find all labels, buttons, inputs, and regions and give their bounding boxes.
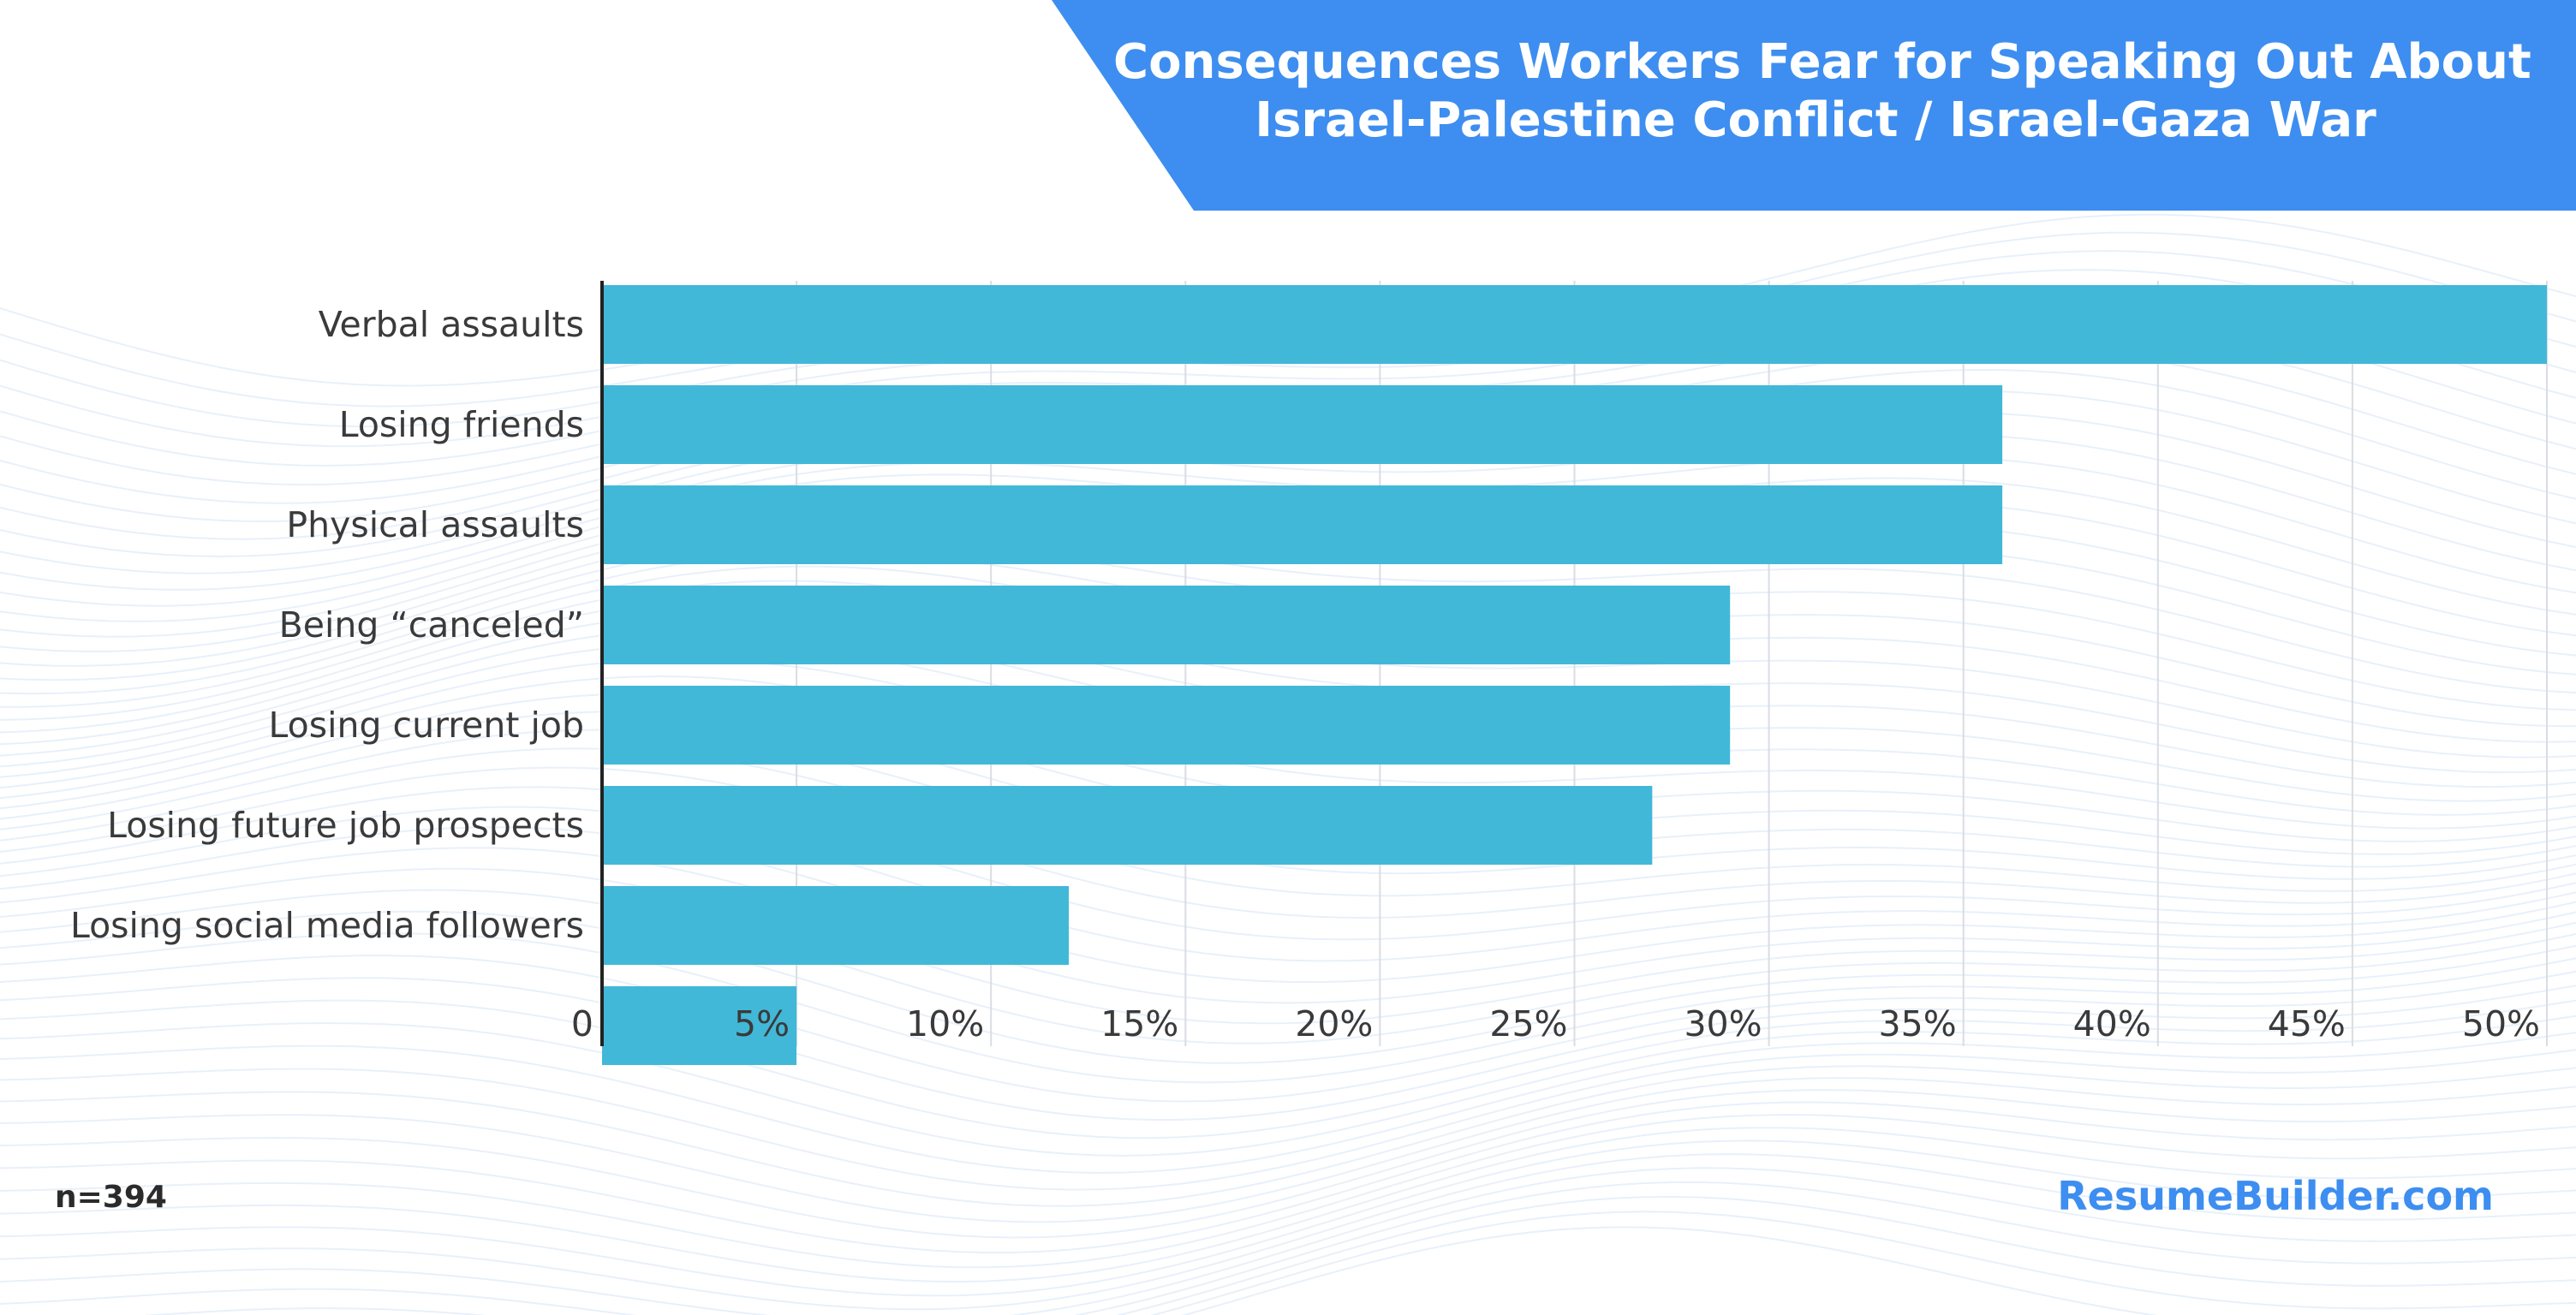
wave-line xyxy=(0,1153,2576,1311)
x-tick-label: 15% xyxy=(1100,1003,1178,1044)
wave-line xyxy=(0,1032,2576,1175)
wave-line xyxy=(0,1049,2576,1191)
wave-line xyxy=(0,1127,2576,1283)
category-label: Losing friends xyxy=(339,404,584,445)
wave-line xyxy=(0,455,2576,607)
chart-title-line-2: Israel-Palestine Conflict / Israel-Gaza … xyxy=(1255,92,2376,148)
wave-line xyxy=(0,910,2576,1064)
wave-line xyxy=(143,1195,2576,1315)
wave-line xyxy=(0,1181,2576,1315)
wave-line xyxy=(0,889,2576,1044)
bar xyxy=(602,385,2003,464)
x-tick-label: 35% xyxy=(1879,1003,1957,1044)
x-tick-label: 10% xyxy=(906,1003,984,1044)
x-tick-label: 25% xyxy=(1489,1003,1567,1044)
bar xyxy=(602,485,2003,564)
wave-line xyxy=(0,269,2576,448)
wave-line xyxy=(0,729,2576,880)
wave-line xyxy=(0,658,2576,830)
wave-line xyxy=(0,1167,2576,1315)
wave-line xyxy=(0,932,2576,1084)
bar xyxy=(602,986,797,1065)
wave-line xyxy=(0,1015,2576,1157)
category-label: Losing future job prospects xyxy=(107,805,584,846)
x-tick-label: 0 xyxy=(571,1003,593,1044)
wave-line xyxy=(1150,1211,2576,1315)
wave-line xyxy=(0,1065,2576,1207)
x-tick-label: 20% xyxy=(1295,1003,1373,1044)
wave-line xyxy=(0,955,2576,1103)
x-tick-label: 5% xyxy=(734,1003,790,1044)
wave-line xyxy=(0,524,2576,694)
category-label: Losing current job xyxy=(269,705,584,746)
wave-line xyxy=(0,999,2576,1139)
wave-line xyxy=(0,594,2576,774)
category-label: Losing social media followers xyxy=(70,905,584,946)
x-tick-label: 30% xyxy=(1684,1003,1762,1044)
x-tick-label: 40% xyxy=(2073,1003,2151,1044)
category-label: Verbal assaults xyxy=(319,304,584,345)
bar xyxy=(602,686,1731,765)
chart-title-line-1: Consequences Workers Fear for Speaking O… xyxy=(1113,34,2531,90)
category-label: Being “canceled” xyxy=(279,604,584,646)
wave-line xyxy=(0,1089,2576,1239)
wave-line xyxy=(0,826,2576,984)
wave-line xyxy=(0,766,2576,919)
wave-line xyxy=(0,1101,2576,1254)
brand-link[interactable]: ResumeBuilder.com xyxy=(2057,1173,2494,1219)
header-banner xyxy=(1052,0,2576,211)
wave-line xyxy=(0,1139,2576,1297)
wave-line xyxy=(0,747,2576,897)
wave-line xyxy=(0,1114,2576,1269)
wave-line xyxy=(0,847,2576,1004)
bar xyxy=(602,786,1653,865)
x-tick-label: 45% xyxy=(2268,1003,2346,1044)
wave-line xyxy=(0,806,2576,962)
banner-shape xyxy=(1052,0,2576,211)
sample-size-note: n=394 xyxy=(55,1180,167,1215)
wave-line xyxy=(1181,1226,2158,1315)
wave-line xyxy=(0,977,2576,1121)
wave-line xyxy=(0,786,2576,941)
wave-line xyxy=(0,432,2576,591)
wave-line xyxy=(0,1077,2576,1223)
bar xyxy=(602,285,2547,364)
bar xyxy=(602,886,1070,965)
category-label: Physical assaults xyxy=(286,504,584,545)
x-tick-label: 50% xyxy=(2462,1003,2540,1044)
bar xyxy=(602,586,1731,664)
wave-line xyxy=(0,867,2576,1025)
